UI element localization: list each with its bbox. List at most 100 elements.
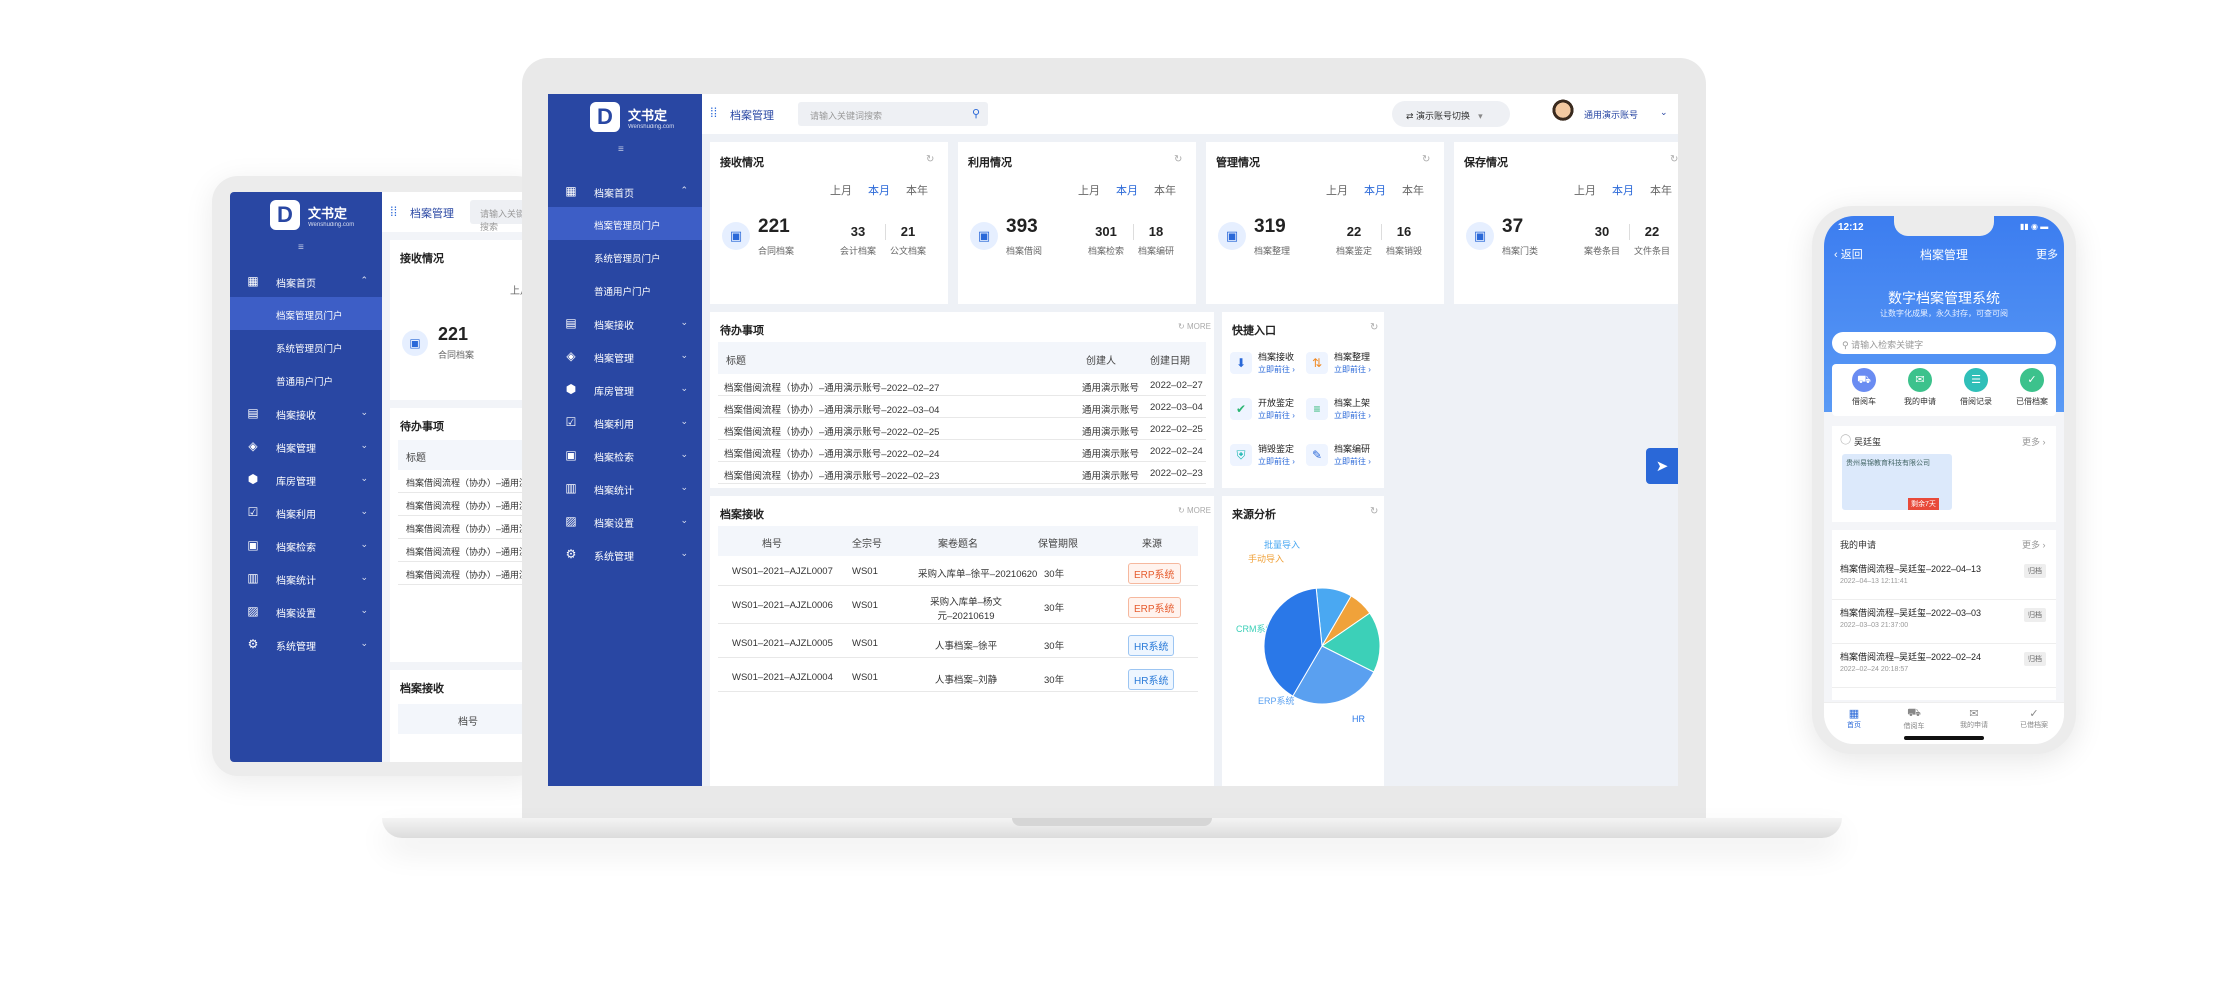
phone-more-button[interactable]: 更多 [2036, 249, 2058, 261]
period-tab[interactable]: 本月 [1364, 185, 1386, 197]
collapse-icon[interactable]: ≡ [618, 144, 624, 155]
apply-item[interactable]: 档案借阅流程–吴廷玺–2022–04–13 2022–04–13 12:11:41… [1832, 558, 2056, 600]
sidebar-sub-item-2[interactable]: 系统管理员门户 [548, 240, 702, 273]
table-row[interactable]: 档案借阅流程（协办）–通用演示账号–2022–02–25 [398, 516, 540, 539]
chevron-down-icon[interactable]: ⌄ [680, 448, 688, 459]
refresh-icon[interactable]: ↻ [1370, 322, 1379, 333]
sidebar-item-2[interactable]: ▤ 档案接收 ⌄ [548, 306, 702, 339]
phone-shortcut-3[interactable]: ☰ 借阅记录 [1950, 368, 2002, 414]
table-row[interactable]: WS01–2021–AJZL0006 WS01 采购入库单–杨文 元–20210619… [718, 590, 1198, 624]
table-row[interactable]: 档案借阅流程（协办）–通用演示账号–2022–03–04 通用演示账号 2022–0… [718, 396, 1206, 418]
refresh-icon[interactable]: ↻ MORE [1178, 506, 1211, 515]
period-tab[interactable]: 本月 [1612, 185, 1634, 197]
collapse-icon[interactable]: ≡ [298, 242, 304, 253]
period-tab[interactable]: 本年 [1402, 185, 1424, 197]
chevron-down-icon[interactable]: ⌄ [680, 415, 688, 426]
quick-entry-2[interactable]: ⇅ 档案整理 立即前往 › [1306, 348, 1380, 388]
sidebar-item-7[interactable]: ▥ 档案统计 ⌄ [230, 561, 382, 594]
user-name[interactable]: 通用演示账号 [1584, 110, 1639, 120]
period-tab[interactable]: 本年 [906, 185, 928, 197]
refresh-icon[interactable]: ↻ [926, 154, 935, 165]
chevron-down-icon[interactable]: ⌄ [360, 571, 368, 582]
search-input[interactable]: 请输入关键词搜索 ⚲ [798, 102, 988, 126]
quick-entry-1[interactable]: ⬇ 档案接收 立即前往 › [1230, 348, 1304, 388]
chevron-up-icon[interactable]: ⌃ [680, 184, 688, 195]
chevron-down-icon[interactable]: ⌄ [360, 538, 368, 549]
sidebar-sub-item-3[interactable]: 普通用户门户 [230, 363, 382, 396]
sidebar-item-1[interactable]: ▦ 档案首页 ⌃ [230, 264, 382, 297]
sidebar-item-9[interactable]: ⚙ 系统管理 ⌄ [548, 537, 702, 570]
chevron-down-icon[interactable]: ⌄ [680, 349, 688, 360]
refresh-icon[interactable]: ↻ MORE [1178, 322, 1211, 331]
more-link[interactable]: 更多 › [2022, 437, 2046, 447]
sidebar-item-8[interactable]: ▨ 档案设置 ⌄ [548, 504, 702, 537]
table-row[interactable]: WS01–2021–AJZL0007 WS01 采购入库单–徐平–20210620 3… [718, 556, 1198, 586]
sidebar-item-6[interactable]: ▣ 档案检索 ⌄ [548, 438, 702, 471]
sidebar-sub-item-1[interactable]: 档案管理员门户 [230, 297, 382, 330]
sidebar-item-4[interactable]: ⬢ 库房管理 ⌄ [230, 462, 382, 495]
phone-shortcut-4[interactable]: ✓ 已借档案 [2006, 368, 2058, 414]
sidebar-item-9[interactable]: ⚙ 系统管理 ⌄ [230, 627, 382, 660]
sidebar-item-5[interactable]: ☑ 档案利用 ⌄ [230, 495, 382, 528]
sidebar-item-7[interactable]: ▥ 档案统计 ⌄ [548, 471, 702, 504]
chevron-down-icon[interactable]: ⌄ [360, 472, 368, 483]
table-row[interactable]: WS01–2021–AJZL0005 WS01 人事档案–徐平 30年 HR系统 [718, 628, 1198, 658]
sidebar-item-4[interactable]: ⬢ 库房管理 ⌄ [548, 372, 702, 405]
chevron-down-icon[interactable]: ⌄ [680, 514, 688, 525]
tab-last-month[interactable]: 上月 [510, 286, 530, 297]
table-row[interactable]: 档案借阅流程（协办）–通用演示账号–2022–02–23 通用演示账号 2022–0… [718, 462, 1206, 484]
chevron-down-icon[interactable]: ⌄ [680, 547, 688, 558]
chevron-down-icon[interactable]: ⌄ [1660, 107, 1668, 117]
search-icon[interactable]: ⚲ [971, 108, 980, 120]
apply-item[interactable]: 档案借阅流程–吴廷玺–2022–02–24 2022–02–24 20:18:57… [1832, 646, 2056, 688]
table-row[interactable]: 档案借阅流程（协办）–通用演示账号–2022–03–04 [398, 493, 540, 516]
send-float-button[interactable]: ➤ [1646, 448, 1678, 484]
apps-grid-icon[interactable]: ⁞⁞ [710, 105, 718, 120]
sidebar-sub-item-1[interactable]: 档案管理员门户 [548, 207, 702, 240]
phone-shortcut-1[interactable]: ⛟ 借阅车 [1838, 368, 1890, 414]
chevron-up-icon[interactable]: ⌃ [360, 274, 368, 285]
quick-entry-4[interactable]: ≡ 档案上架 立即前往 › [1306, 394, 1380, 434]
sidebar-item-3[interactable]: ◈ 档案管理 ⌄ [230, 429, 382, 462]
phone-search-input[interactable]: ⚲ 请输入检索关键字 [1832, 332, 2056, 354]
account-switch-button[interactable]: ⇄ 演示账号切换 ▾ [1392, 101, 1510, 127]
period-tab[interactable]: 本月 [868, 185, 890, 197]
refresh-icon[interactable]: ↻ [1422, 154, 1431, 165]
sidebar-item-5[interactable]: ☑ 档案利用 ⌄ [548, 405, 702, 438]
phone-shortcut-2[interactable]: ✉ 我的申请 [1894, 368, 1946, 414]
period-tab[interactable]: 上月 [1078, 185, 1100, 197]
table-row[interactable]: 档案借阅流程（协办）–通用演示账号–2022–02–23 [398, 562, 540, 585]
sidebar-sub-item-2[interactable]: 系统管理员门户 [230, 330, 382, 363]
period-tab[interactable]: 本月 [1116, 185, 1138, 197]
apps-grid-icon[interactable]: ⁞⁞ [390, 204, 398, 219]
nav-item-1[interactable]: ▦ 首页 [1824, 707, 1884, 730]
avatar[interactable] [1548, 98, 1578, 130]
chevron-down-icon[interactable]: ⌄ [360, 406, 368, 417]
period-tab[interactable]: 本年 [1650, 185, 1672, 197]
sidebar-item-1[interactable]: ▦ 档案首页 ⌃ [548, 174, 702, 207]
chevron-down-icon[interactable]: ⌄ [360, 505, 368, 516]
chevron-down-icon[interactable]: ⌄ [360, 604, 368, 615]
refresh-icon[interactable]: ↻ [1370, 506, 1379, 517]
table-row[interactable]: 档案借阅流程（协办）–通用演示账号–2022–02–24 通用演示账号 2022–0… [718, 440, 1206, 462]
quick-entry-6[interactable]: ✎ 档案编研 立即前往 › [1306, 440, 1380, 480]
refresh-icon[interactable]: ↻ [1670, 154, 1678, 165]
table-row[interactable]: WS01–2021–AJZL0004 WS01 人事档案–刘静 30年 HR系统 [718, 662, 1198, 692]
quick-entry-5[interactable]: ⛨ 销毁鉴定 立即前往 › [1230, 440, 1304, 480]
chevron-down-icon[interactable]: ⌄ [360, 637, 368, 648]
more-link[interactable]: 更多 › [2022, 540, 2046, 550]
table-row[interactable]: 档案借阅流程（协办）–通用演示账号–2022–02–25 通用演示账号 2022–0… [718, 418, 1206, 440]
back-button[interactable]: ‹ 返回 [1834, 249, 1863, 261]
sidebar-item-6[interactable]: ▣ 档案检索 ⌄ [230, 528, 382, 561]
period-tab[interactable]: 本年 [1154, 185, 1176, 197]
quick-entry-3[interactable]: ✔ 开放鉴定 立即前往 › [1230, 394, 1304, 434]
period-tab[interactable]: 上月 [1574, 185, 1596, 197]
refresh-icon[interactable]: ↻ [1174, 154, 1183, 165]
apply-item[interactable]: 档案借阅流程–吴廷玺–2022–03–03 2022–03–03 21:37:00… [1832, 602, 2056, 644]
table-row[interactable]: 档案借阅流程（协办）–通用演示账号–2022–02–27 [398, 470, 540, 493]
chevron-down-icon[interactable]: ⌄ [680, 382, 688, 393]
sidebar-item-3[interactable]: ◈ 档案管理 ⌄ [548, 339, 702, 372]
table-row[interactable]: 档案借阅流程（协办）–通用演示账号–2022–02–24 [398, 539, 540, 562]
period-tab[interactable]: 上月 [1326, 185, 1348, 197]
company-card[interactable]: 贵州易锦教育科技有限公司 剩余7天 [1842, 454, 1952, 510]
